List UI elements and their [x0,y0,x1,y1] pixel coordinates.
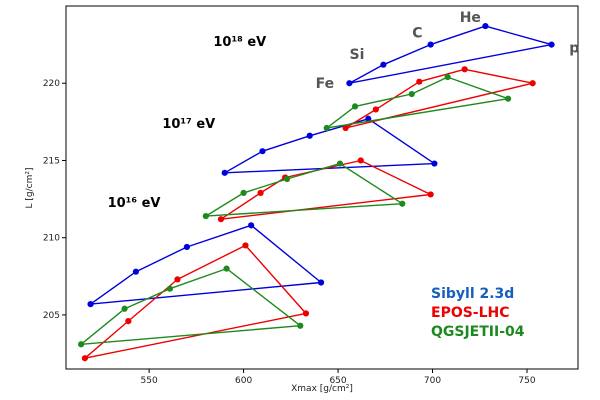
series-line [80,267,301,345]
element-label: He [460,10,481,26]
data-point [548,41,555,48]
data-point [240,189,247,197]
series-line [89,224,322,305]
data-point [242,242,249,249]
data-point [221,169,228,176]
x-tick-label: 750 [518,376,535,386]
data-point [87,301,94,308]
series-line [220,159,431,220]
data-point [504,95,512,102]
data-point [342,124,349,132]
energy-label: 10¹⁶ eV [108,196,161,211]
x-tick-label: 550 [141,376,158,386]
data-point [78,341,85,348]
energy-label: 10¹⁸ eV [213,35,266,50]
x-tick-label: 650 [329,376,346,386]
data-point [217,216,225,223]
y-tick-label: 215 [43,156,60,166]
data-point [482,22,489,30]
data-point [351,103,359,110]
legend-entry: Sibyll 2.3d [431,286,514,302]
y-tick-label: 220 [43,79,60,89]
y-tick-label: 205 [43,311,60,321]
series-line [348,25,552,84]
element-label: p [569,41,579,57]
data-point [223,265,230,272]
element-label: Fe [316,76,335,92]
x-tick-label: 700 [424,376,441,386]
data-point [461,66,468,73]
data-point [132,268,140,275]
series-0 [87,22,555,308]
y-tick-label: 210 [43,234,60,244]
data-point [346,80,353,87]
series-line [205,162,403,217]
data-point [81,355,88,362]
data-point [416,78,423,85]
data-point [444,73,451,81]
x-tick-label: 600 [235,376,252,386]
data-point [248,222,255,229]
data-point [323,124,330,132]
data-point [297,322,304,329]
data-point [336,160,344,167]
data-point [183,243,191,251]
energy-label: 10¹⁷ eV [162,117,215,132]
series-line [223,118,435,174]
data-point [431,160,438,167]
data-point [302,310,310,317]
annotations: 10¹⁸ eV 10¹⁷ eV 10¹⁶ eV Fe Si C He p [108,10,580,211]
data-point [283,175,291,183]
element-label: C [412,25,422,41]
data-point [427,41,434,48]
data-point [174,276,181,283]
data-point [125,318,132,325]
data-point [121,305,128,312]
data-point [380,61,387,68]
data-point [529,80,536,87]
y-axis-label: L [g/cm²] [25,168,35,209]
data-point [202,212,209,220]
data-marks [78,22,555,362]
data-point [357,157,364,164]
data-point [399,200,406,207]
axis-ticks: 550 600 650 700 750 205 210 215 220 [43,79,536,386]
series-line [326,76,509,129]
data-point [257,189,264,197]
data-point [259,148,266,155]
data-point [427,191,434,198]
element-label: Si [350,47,365,63]
data-point [372,106,379,113]
data-point [408,90,415,98]
x-axis-label: Xmax [g/cm²] [291,384,353,394]
legend-entry: EPOS-LHC [431,305,510,321]
series-2 [78,73,512,348]
data-point [317,279,325,286]
data-point [306,132,313,139]
data-point [166,285,174,292]
legend: Sibyll 2.3d EPOS-LHC QGSJETII-04 [431,286,525,340]
series-line [84,244,307,359]
plot-area [65,5,579,370]
legend-entry: QGSJETII-04 [431,324,525,340]
data-point [365,115,372,122]
